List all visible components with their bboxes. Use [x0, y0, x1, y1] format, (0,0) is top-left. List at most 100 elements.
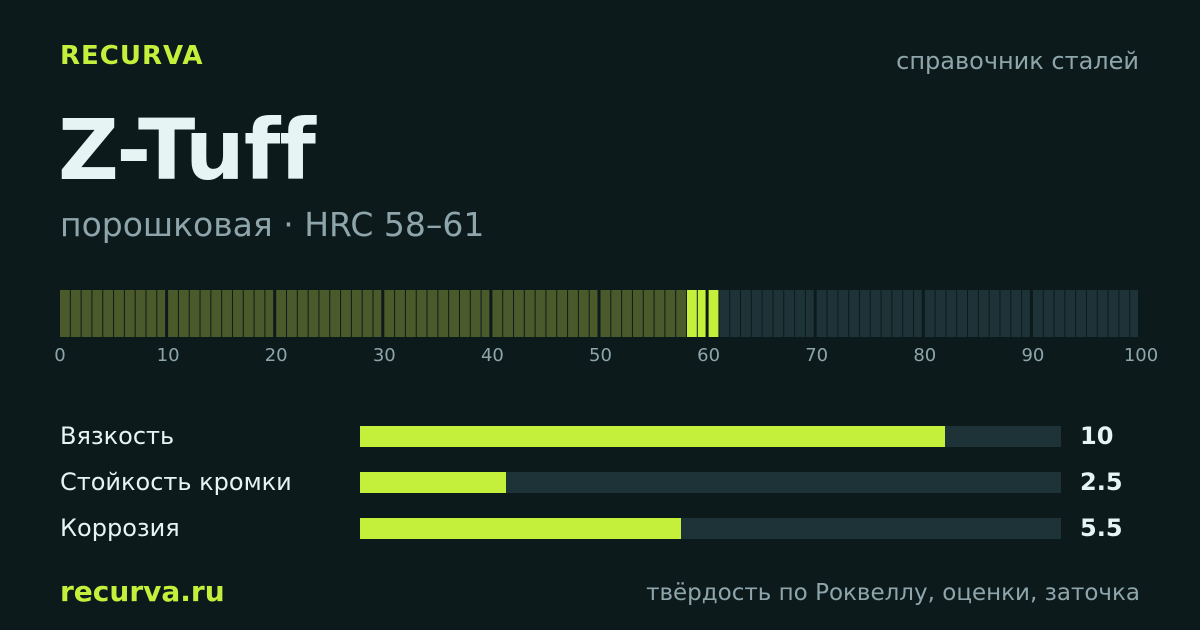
hardness-segment — [157, 290, 166, 337]
hardness-segment — [373, 290, 382, 337]
hardness-segment — [892, 290, 903, 337]
hardness-segment — [470, 290, 481, 337]
hardness-segment — [492, 290, 503, 337]
hardness-segment — [351, 290, 362, 337]
hardness-tick-label: 50 — [589, 345, 612, 366]
hardness-tick-label: 90 — [1021, 345, 1045, 366]
rating-label-toughness: Вязкость — [60, 422, 175, 450]
hardness-segment — [1065, 290, 1076, 337]
hardness-segment — [622, 290, 632, 337]
rating-value-edge-retention: 2.5 — [1080, 468, 1123, 496]
rating-value-toughness: 10 — [1080, 422, 1114, 450]
hardness-segment — [1119, 290, 1130, 337]
rating-label-edge-retention: Стойкость кромки — [60, 468, 292, 496]
hardness-segment — [287, 290, 297, 337]
hardness-segment — [795, 290, 805, 337]
hardness-segment — [719, 290, 730, 337]
hardness-tick-label: 100 — [1123, 345, 1159, 366]
hardness-segment — [384, 290, 395, 337]
hardness-segment — [114, 290, 124, 337]
rating-track-corrosion — [360, 518, 1061, 539]
hardness-scale — [60, 290, 1138, 337]
hardness-segment — [1043, 290, 1054, 337]
hardness-tick-label: 10 — [156, 345, 180, 366]
hardness-segment — [124, 290, 135, 337]
hardness-segment — [222, 290, 232, 337]
hardness-segment — [816, 290, 827, 337]
hardness-segment — [416, 290, 427, 337]
hardness-segment — [989, 290, 1000, 337]
hardness-segment — [168, 290, 178, 337]
hardness-segment — [135, 290, 146, 337]
hardness-segment — [524, 290, 535, 337]
hardness-segment — [330, 290, 341, 337]
hardness-segment — [1108, 290, 1119, 337]
hardness-segment — [1054, 290, 1065, 337]
hardness-segment — [676, 290, 686, 337]
hardness-segment — [211, 290, 222, 337]
hardness-tick-label: 20 — [264, 345, 288, 366]
hardness-segment — [514, 290, 524, 337]
rating-track-edge-retention — [360, 472, 1061, 493]
hardness-segment — [438, 290, 449, 337]
hardness-segment — [881, 290, 892, 337]
hardness-segment — [568, 290, 578, 337]
hardness-segment — [481, 290, 490, 337]
hardness-segment — [611, 290, 622, 337]
hardness-segment — [589, 290, 598, 337]
hardness-tick-label: 80 — [913, 345, 937, 366]
hardness-segment — [805, 290, 814, 337]
hardness-segment — [276, 290, 287, 337]
hardness-segment — [903, 290, 913, 337]
steel-name: Z-Tuff — [58, 101, 316, 199]
hardness-segment — [297, 290, 308, 337]
hardness-segment — [341, 290, 351, 337]
hardness-tick-label: 30 — [372, 345, 396, 366]
hardness-segment — [849, 290, 859, 337]
hardness-segment — [935, 290, 946, 337]
site-link[interactable]: recurva.ru — [60, 575, 225, 608]
hardness-segment — [773, 290, 784, 337]
hardness-segment — [146, 290, 157, 337]
hardness-segment — [946, 290, 957, 337]
hardness-segment — [459, 290, 470, 337]
hardness-segment — [654, 290, 665, 337]
hardness-segment — [1076, 290, 1086, 337]
rating-fill-edge-retention — [360, 472, 506, 493]
hardness-segment — [686, 290, 697, 337]
hardness-segment — [265, 290, 274, 337]
hardness-segment — [870, 290, 881, 337]
hardness-segment — [200, 290, 211, 337]
hardness-segment — [92, 290, 103, 337]
hardness-segment — [232, 290, 243, 337]
rating-label-corrosion: Коррозия — [60, 514, 180, 542]
hardness-segment — [578, 290, 589, 337]
hardness-segment — [81, 290, 92, 337]
section-label: справочник сталей — [896, 47, 1139, 75]
hardness-segment — [254, 290, 265, 337]
hardness-segment — [395, 290, 405, 337]
hardness-segment — [1130, 290, 1138, 337]
hardness-segment — [697, 290, 706, 337]
hardness-segment — [60, 290, 70, 337]
hardness-segment — [557, 290, 568, 337]
hardness-segment — [1011, 290, 1022, 337]
hardness-segment — [1086, 290, 1097, 337]
hardness-segment — [708, 290, 719, 337]
hardness-segment — [546, 290, 557, 337]
hardness-segment — [632, 290, 643, 337]
hardness-segment — [968, 290, 978, 337]
brand-logo: RECURVA — [60, 41, 204, 71]
hardness-tick-label: 60 — [697, 345, 721, 366]
hardness-segment — [751, 290, 762, 337]
steel-subtitle: порошковая · HRC 58–61 — [60, 205, 485, 244]
hardness-segment — [535, 290, 546, 337]
hardness-segment — [503, 290, 514, 337]
hardness-segment — [70, 290, 81, 337]
rating-track-toughness — [360, 426, 1061, 447]
hardness-segment — [103, 290, 114, 337]
hardness-tick-label: 0 — [54, 345, 66, 366]
rating-value-corrosion: 5.5 — [1080, 514, 1123, 542]
hardness-segment — [643, 290, 654, 337]
hardness-segment — [859, 290, 870, 337]
